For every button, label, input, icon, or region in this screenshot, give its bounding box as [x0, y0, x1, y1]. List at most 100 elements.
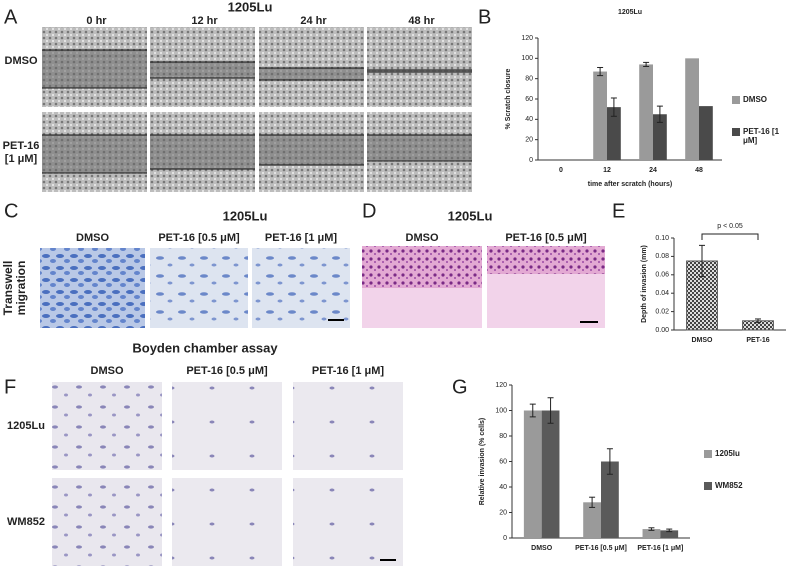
micrograph — [293, 382, 403, 470]
bar — [653, 114, 667, 160]
x-tick-label: DMSO — [692, 337, 714, 344]
micrograph-band — [362, 246, 482, 288]
scratch-gap — [259, 135, 364, 165]
legend-label: DMSO — [743, 95, 767, 104]
y-tick-label: 120 — [495, 382, 507, 389]
x-tick-label: PET-16 [1 μM] — [637, 545, 683, 552]
bar — [607, 107, 621, 160]
bar — [660, 530, 679, 538]
error-bar — [610, 97, 617, 117]
panel-letter: F — [4, 376, 16, 398]
legend-swatch — [732, 128, 740, 136]
scratch-gap — [150, 135, 255, 169]
y-tick-label: 40 — [499, 484, 507, 491]
y-tick-label: 40 — [525, 116, 533, 123]
bar — [541, 410, 560, 538]
y-tick-label: 0.10 — [655, 235, 669, 242]
error-bar — [666, 528, 673, 533]
chart-title: 1205Lu — [618, 9, 642, 16]
y-tick-label: 0.00 — [655, 327, 669, 334]
column-header: PET-16 [0.5 μM] — [158, 232, 240, 244]
legend-label-box: WM852 — [715, 481, 743, 490]
row-label: Transwell migration — [2, 260, 28, 316]
y-tick-label: 120 — [521, 35, 533, 42]
row-label-box: PET-16 [1 μM] — [2, 140, 40, 165]
micrograph — [52, 382, 162, 470]
micrograph — [172, 478, 282, 566]
error-bar — [606, 448, 613, 475]
bar — [685, 58, 699, 161]
legend-label: WM852 — [715, 481, 743, 490]
y-tick-label: 80 — [499, 433, 507, 440]
row-label: 1205Lu — [7, 420, 45, 432]
x-tick-label: 48 — [695, 167, 703, 174]
scratch-gap — [367, 135, 472, 161]
micrograph — [252, 248, 350, 328]
column-header: DMSO — [91, 365, 124, 377]
panel-letter: D — [362, 200, 376, 222]
y-axis-label: % Scratch closure — [505, 69, 512, 130]
panel-title: 1205Lu — [228, 0, 273, 14]
bar — [699, 106, 713, 160]
micrograph — [367, 27, 472, 107]
scratch-gap — [367, 70, 472, 72]
y-tick-label: 100 — [521, 55, 533, 62]
panel-letter: C — [4, 200, 18, 222]
x-axis-label: time after scratch (hours) — [588, 181, 672, 188]
bar — [639, 64, 653, 160]
panel-letter: E — [612, 200, 625, 222]
bar — [523, 410, 542, 538]
scratch-gap — [42, 135, 147, 173]
y-tick-label: 20 — [499, 509, 507, 516]
y-tick-label: 0.06 — [655, 272, 669, 279]
panel-letter: A — [4, 6, 18, 28]
micrograph — [259, 27, 364, 107]
column-header: DMSO — [406, 232, 439, 244]
error-bar — [589, 496, 596, 508]
micrograph — [293, 478, 403, 566]
x-tick-label: PET-16 — [746, 337, 769, 344]
column-header: DMSO — [76, 232, 109, 244]
row-label-box: DMSO — [4, 55, 38, 67]
legend-label-box: PET-16 [1 μM] — [743, 127, 779, 145]
column-header: 48 hr — [408, 15, 435, 27]
legend-swatch — [704, 482, 712, 490]
bar — [583, 502, 601, 538]
y-tick-label: 0 — [503, 535, 507, 542]
y-tick-label: 20 — [525, 137, 533, 144]
micrograph — [52, 478, 162, 566]
error-bar — [547, 397, 554, 424]
bar — [593, 71, 607, 160]
micrograph-band — [487, 246, 605, 274]
column-header: 12 hr — [191, 15, 218, 27]
row-label-box: Transwell migration — [2, 260, 28, 316]
panel-title: 1205Lu — [448, 208, 493, 223]
y-tick-label: 0.04 — [655, 290, 669, 297]
column-header: PET-16 [0.5 μM] — [186, 365, 268, 377]
row-label: PET-16 [1 μM] — [2, 140, 40, 165]
row-label: DMSO — [4, 55, 38, 67]
y-tick-label: 0.08 — [655, 253, 669, 260]
scratch-gap — [150, 62, 255, 78]
column-header: PET-16 [1 μM] — [312, 365, 384, 377]
y-tick-label: 0.02 — [655, 308, 669, 315]
y-tick-label: 80 — [525, 76, 533, 83]
column-header: PET-16 [0.5 μM] — [505, 232, 587, 244]
column-header: 0 hr — [86, 15, 107, 27]
annotation: p < 0.05 — [717, 223, 743, 230]
bar — [642, 529, 661, 538]
micrograph — [150, 248, 248, 328]
legend-label: 1205lu — [715, 449, 740, 458]
panel-title: 1205Lu — [223, 208, 268, 223]
x-tick-label: PET-16 [0.5 μM] — [575, 545, 627, 552]
panel-letter: B — [478, 6, 491, 28]
bracket — [701, 233, 759, 240]
x-tick-label: 12 — [603, 167, 611, 174]
x-tick-label: DMSO — [531, 545, 553, 552]
x-tick-label: 24 — [649, 167, 657, 174]
micrograph — [40, 248, 145, 328]
error-bar — [656, 105, 663, 123]
panel-title: Boyden chamber assay — [132, 340, 278, 355]
scratch-gap — [259, 68, 364, 80]
